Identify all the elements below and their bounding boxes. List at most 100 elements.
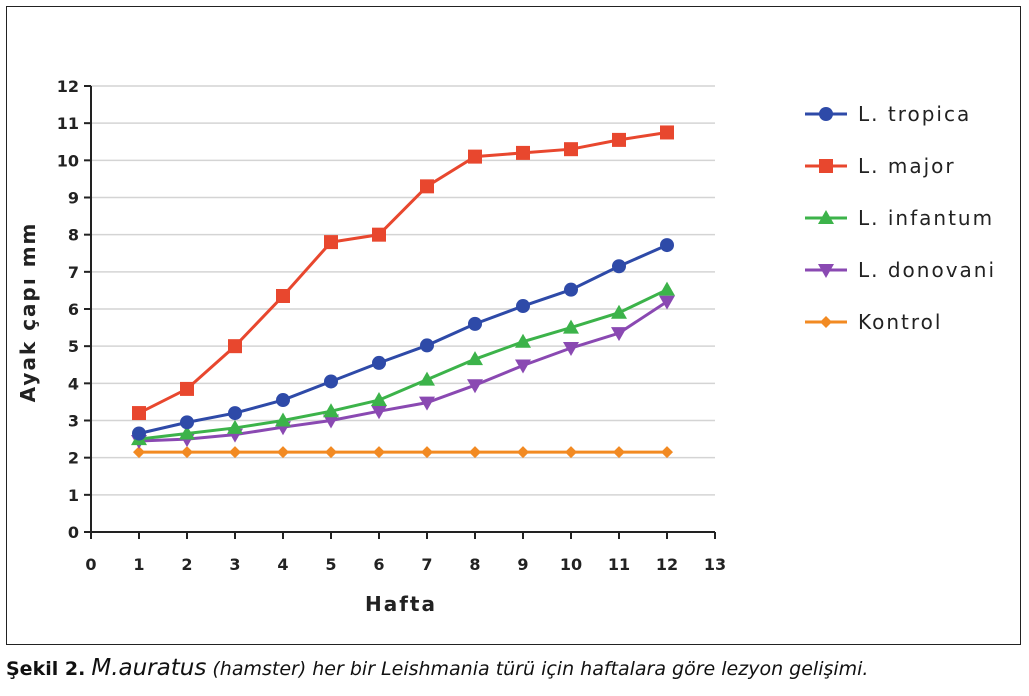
x-tick-label: 4 xyxy=(277,555,288,574)
legend-marker xyxy=(818,264,834,278)
y-tick-label: 7 xyxy=(68,263,79,282)
data-point-kontrol xyxy=(469,446,481,459)
x-tick-label: 10 xyxy=(560,555,582,574)
data-point-l-major xyxy=(228,339,242,354)
data-point-l-major xyxy=(612,132,626,147)
data-point-l-tropica xyxy=(468,316,482,331)
data-point-l-infantum xyxy=(467,351,483,366)
data-point-l-tropica xyxy=(132,426,146,441)
y-tick-label: 8 xyxy=(68,226,79,245)
legend-item-l-donovani: L. donovani xyxy=(805,258,996,282)
legend-item-l-tropica: L. tropica xyxy=(805,102,971,126)
data-point-l-infantum xyxy=(515,333,531,348)
data-point-kontrol xyxy=(373,446,385,459)
x-tick-label: 12 xyxy=(656,555,678,574)
x-axis-title: Hafta xyxy=(365,592,437,616)
data-point-l-tropica xyxy=(228,406,242,421)
series-l-donovani xyxy=(131,295,675,449)
y-tick-label: 1 xyxy=(68,486,79,505)
legend-marker xyxy=(819,107,833,121)
legend-marker xyxy=(819,159,833,173)
data-point-l-donovani xyxy=(563,342,579,357)
data-point-l-tropica xyxy=(180,415,194,430)
y-tick-label: 5 xyxy=(68,337,79,356)
caption-species: M.auratus xyxy=(91,655,207,681)
data-point-l-donovani xyxy=(467,379,483,394)
series-line-l-donovani xyxy=(138,300,668,443)
legend-label: L. tropica xyxy=(858,102,971,126)
legend-marker xyxy=(820,316,832,328)
data-point-kontrol xyxy=(229,446,241,459)
y-tick-label: 10 xyxy=(57,151,79,170)
data-point-l-tropica xyxy=(276,393,290,408)
y-axis-title: Ayak çapı mm xyxy=(16,222,40,403)
data-point-l-major xyxy=(324,235,338,250)
legend-item-l-major: L. major xyxy=(805,154,954,178)
data-point-l-major xyxy=(420,179,434,194)
data-point-kontrol xyxy=(277,446,289,459)
series-group xyxy=(131,125,675,459)
data-point-l-infantum xyxy=(659,281,675,296)
data-point-l-donovani xyxy=(323,414,339,429)
y-tick-label: 12 xyxy=(57,77,79,96)
legend-marker xyxy=(818,210,834,224)
data-point-l-infantum xyxy=(227,419,243,434)
data-point-l-major xyxy=(276,288,290,303)
x-tick-label: 13 xyxy=(704,555,726,574)
x-tick-label: 2 xyxy=(181,555,192,574)
data-point-l-major xyxy=(564,142,578,157)
data-point-l-donovani xyxy=(659,295,675,310)
data-point-l-major xyxy=(516,145,530,160)
data-point-kontrol xyxy=(133,446,145,459)
data-point-kontrol xyxy=(661,446,673,459)
data-point-l-tropica xyxy=(660,238,674,253)
data-point-l-infantum xyxy=(563,319,579,334)
data-point-l-major xyxy=(660,125,674,140)
caption-label: Şekil 2. xyxy=(6,658,86,680)
x-tick-label: 6 xyxy=(373,555,384,574)
x-tick-label: 5 xyxy=(325,555,336,574)
series-l-infantum xyxy=(131,281,675,446)
data-point-l-tropica xyxy=(420,338,434,353)
caption-text: (hamster) her bir Leishmania türü için h… xyxy=(212,658,869,680)
data-point-l-infantum xyxy=(371,392,387,407)
data-point-l-tropica xyxy=(324,374,338,389)
series-l-major xyxy=(132,125,674,421)
x-tick-label: 11 xyxy=(608,555,630,574)
data-point-kontrol xyxy=(613,446,625,459)
x-tick-label: 9 xyxy=(517,555,528,574)
data-point-l-infantum xyxy=(179,425,195,440)
data-point-l-infantum xyxy=(275,412,291,427)
data-point-kontrol xyxy=(565,446,577,459)
x-tick-label: 3 xyxy=(229,555,240,574)
figure-frame: 0 1 2 3 4 5 6 7 8 9 10 11 12 0 1 2 3 4 5 6 7 8 9 10 11 12 13 Haft… xyxy=(6,6,1021,645)
data-point-l-infantum xyxy=(611,304,627,319)
data-point-kontrol xyxy=(421,446,433,459)
y-tick-label: 9 xyxy=(68,189,79,208)
y-tick-label: 3 xyxy=(68,412,79,431)
data-point-l-major xyxy=(372,227,386,242)
data-point-l-donovani xyxy=(371,405,387,420)
data-point-l-major xyxy=(468,149,482,164)
x-tick-label: 0 xyxy=(85,555,96,574)
data-point-kontrol xyxy=(325,446,337,459)
y-tick-label: 2 xyxy=(68,449,79,468)
data-point-l-donovani xyxy=(419,396,435,411)
x-tick-label: 7 xyxy=(421,555,432,574)
legend-item-kontrol: Kontrol xyxy=(805,310,942,334)
axes xyxy=(84,85,716,539)
series-line-l-major xyxy=(138,130,668,415)
x-tick-label: 8 xyxy=(469,555,480,574)
data-point-kontrol xyxy=(517,446,529,459)
legend-label: L. donovani xyxy=(858,258,996,282)
data-point-l-tropica xyxy=(372,355,386,370)
legend: L. tropica L. major L. infantum L. donovani… xyxy=(805,102,996,334)
legend-label: L. infantum xyxy=(858,206,994,230)
x-tick-label: 1 xyxy=(133,555,144,574)
series-kontrol xyxy=(133,446,673,459)
legend-label: Kontrol xyxy=(858,310,942,334)
data-point-l-donovani xyxy=(515,359,531,374)
data-point-l-major xyxy=(180,381,194,396)
data-point-l-donovani xyxy=(611,327,627,342)
